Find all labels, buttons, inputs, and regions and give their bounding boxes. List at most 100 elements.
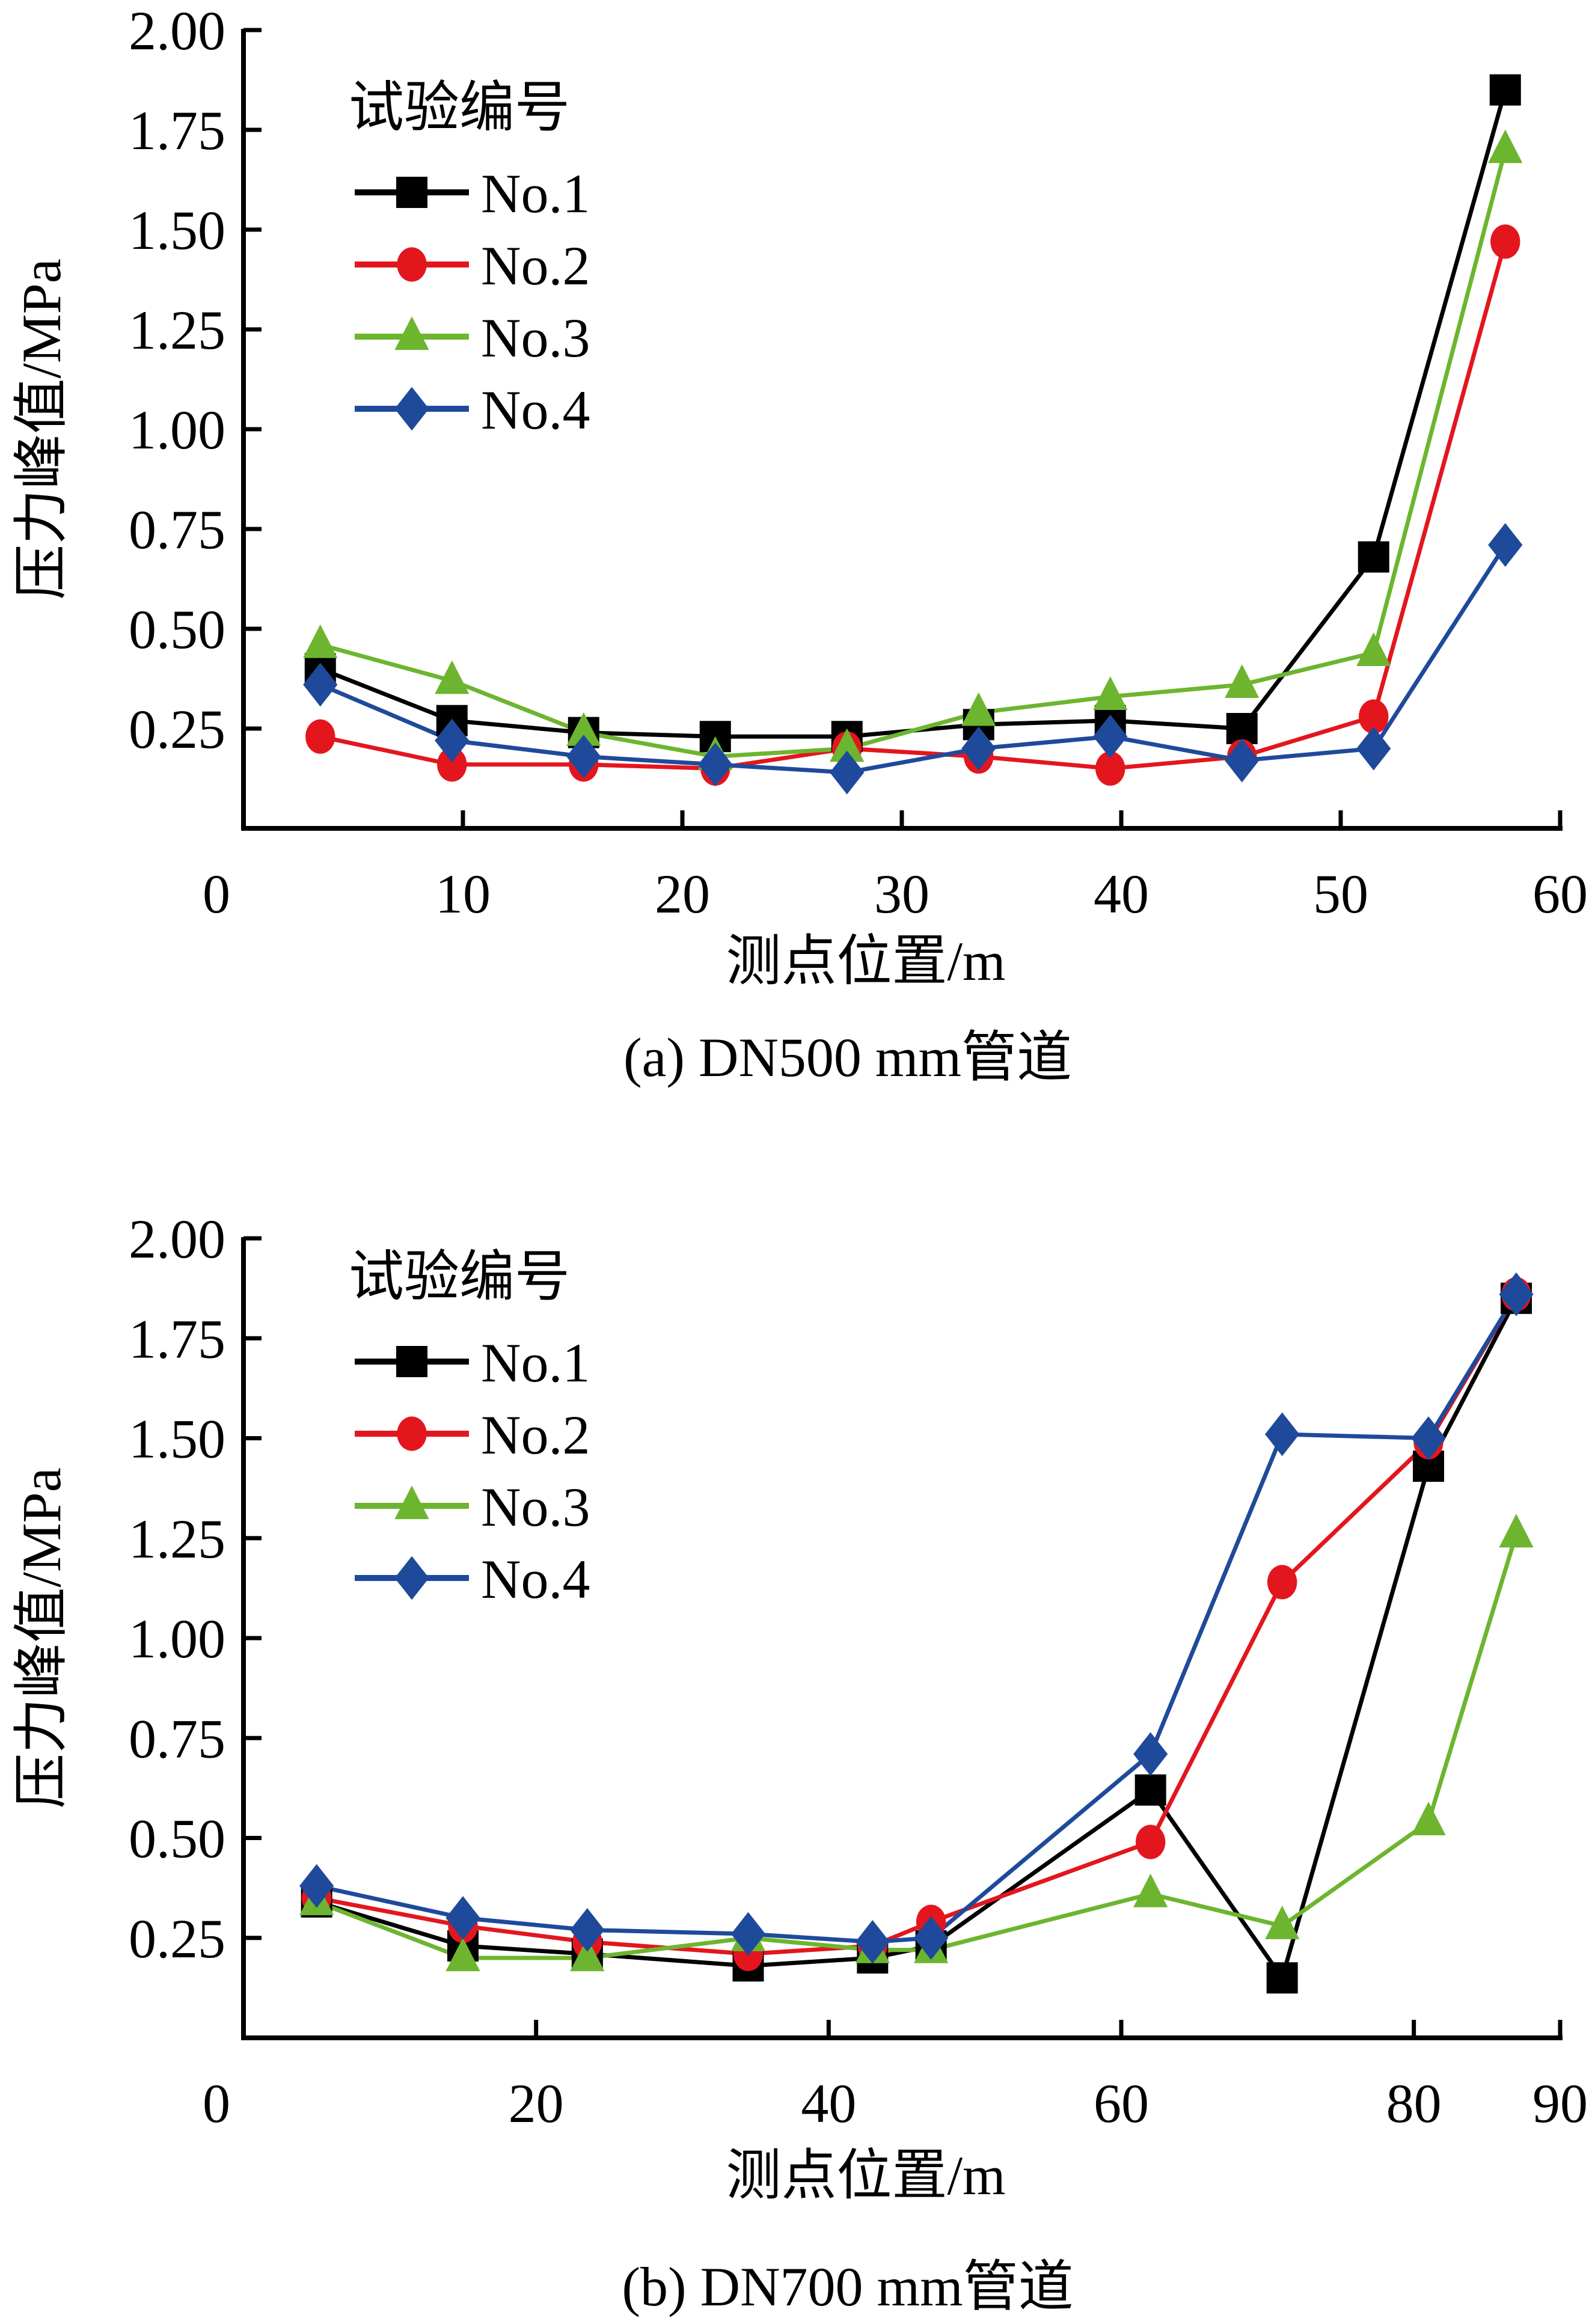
chart-a-x-tick-label: 50 xyxy=(1313,863,1368,925)
chart-b-point-no4 xyxy=(855,1920,890,1964)
chart-b-point-no4 xyxy=(1411,1416,1446,1460)
chart-b-legend: 试验编号 No.1 No.2 No.3 No.4 xyxy=(349,1246,590,1610)
chart-b-point-no4 xyxy=(1265,1412,1300,1457)
chart-b-x-tick-label: 90 xyxy=(1532,2073,1588,2134)
chart-b-legend-label: No.3 xyxy=(481,1476,590,1538)
chart-a-point-no4 xyxy=(961,726,996,771)
chart-a-y-tick-label: 0.25 xyxy=(129,699,225,760)
chart-a-x-tick-label: 10 xyxy=(435,863,491,925)
chart-a-legend-label: No.1 xyxy=(481,163,590,224)
chart-a-y-tick-label: 1.75 xyxy=(129,100,225,161)
chart-a-legend-label: No.2 xyxy=(481,235,590,296)
chart-b-point-no4 xyxy=(445,1896,480,1940)
chart-b-y-tick-label: 2.00 xyxy=(129,1208,225,1270)
chart-a-point-no2 xyxy=(1359,699,1389,734)
chart-a-point-no4 xyxy=(566,735,601,778)
chart-a: 0.25 0.50 0.75 1.00 1.25 1.50 1.75 2.00 0 10 20 30 4… xyxy=(11,0,1588,1088)
chart-b-y-tick-label: 0.25 xyxy=(129,1908,225,1969)
chart-b-legend-label: No.2 xyxy=(481,1404,590,1466)
chart-a-point-no4 xyxy=(1225,738,1260,783)
chart-b-x-tick-label: 60 xyxy=(1094,2073,1149,2134)
chart-a-series-line-no2 xyxy=(320,240,1508,771)
chart-b-point-no3 xyxy=(1133,1873,1168,1907)
chart-b-y-axis-title: 压力峰值/MPa xyxy=(11,1467,72,1808)
chart-b-y-tick-label: 0.50 xyxy=(129,1808,225,1870)
chart-a-x-tick-label: 20 xyxy=(655,863,710,925)
chart-a-point-no3 xyxy=(1093,676,1128,710)
chart-a-legend-label: No.4 xyxy=(481,379,590,441)
chart-a-point-no3 xyxy=(1356,632,1391,666)
chart-b-series-line-no3 xyxy=(316,1534,1519,1960)
chart-a-point-no3 xyxy=(1225,664,1260,699)
chart-a-y-axis-title: 压力峰值/MPa xyxy=(11,258,72,599)
chart-b-x-tick-label: 40 xyxy=(801,2073,856,2134)
chart-b-y-tick-label: 1.50 xyxy=(129,1408,225,1470)
chart-b-legend-marker-icon xyxy=(396,1346,427,1377)
chart-a-x-tick-label: 0 xyxy=(203,863,230,925)
chart-a-legend-title: 试验编号 xyxy=(349,77,570,138)
chart-a-point-no4 xyxy=(698,742,733,787)
chart-b-point-no4 xyxy=(730,1912,766,1956)
chart-a-x-tick-label: 40 xyxy=(1094,863,1149,925)
chart-a-legend-marker-icon xyxy=(394,316,429,350)
chart-a-series-line-no3 xyxy=(319,149,1508,759)
chart-a-ticks: 0.25 0.50 0.75 1.00 1.25 1.50 1.75 2.00 0 10 20 30 4… xyxy=(129,0,1588,925)
chart-a-point-no2 xyxy=(437,747,467,782)
chart-a-legend-marker-icon xyxy=(394,387,429,431)
chart-b-series-line-no4 xyxy=(316,1293,1518,1944)
chart-a-point-no4 xyxy=(1093,714,1128,759)
chart-b-point-no4 xyxy=(1499,1272,1534,1316)
chart-a-legend: 试验编号 No.1 No.2 No.3 No.4 xyxy=(349,77,590,441)
chart-a-point-no3 xyxy=(830,728,865,762)
chart-b: 0.25 0.50 0.75 1.00 1.25 1.50 1.75 2.00 0 20 40 60 8… xyxy=(11,1208,1588,2317)
chart-a-caption: (a) DN500 mm管道 xyxy=(623,1027,1072,1088)
chart-b-series-line-no2 xyxy=(316,1293,1519,1956)
chart-b-point-no3 xyxy=(1265,1906,1300,1939)
chart-a-point-no3 xyxy=(1488,129,1523,164)
chart-b-x-tick-label: 20 xyxy=(509,2073,564,2134)
chart-a-y-tick-label: 1.00 xyxy=(129,399,225,460)
chart-b-y-tick-label: 1.25 xyxy=(129,1508,225,1570)
chart-b-point-no1 xyxy=(1134,1774,1166,1806)
chart-b-series-line-no1 xyxy=(316,1297,1519,1983)
chart-b-series xyxy=(299,1272,1534,1994)
chart-a-point-no3 xyxy=(961,692,996,726)
chart-b-point-no4 xyxy=(1133,1732,1168,1776)
chart-a-point-no4 xyxy=(1356,726,1391,771)
chart-a-point-no3 xyxy=(566,712,601,746)
chart-b-point-no4 xyxy=(299,1864,334,1908)
chart-b-y-tick-label: 1.00 xyxy=(129,1608,225,1669)
chart-b-x-tick-label: 0 xyxy=(203,2073,230,2134)
chart-b-point-no1 xyxy=(1266,1962,1298,1994)
chart-a-y-tick-label: 0.50 xyxy=(129,599,225,660)
chart-a-legend-label: No.3 xyxy=(481,307,590,368)
chart-a-point-no2 xyxy=(305,719,335,754)
chart-a-series xyxy=(303,74,1523,795)
chart-b-legend-label: No.1 xyxy=(481,1332,590,1393)
chart-a-point-no2 xyxy=(1490,224,1520,259)
chart-a-point-no3 xyxy=(435,660,470,694)
chart-b-point-no4 xyxy=(570,1908,605,1952)
chart-a-x-tick-label: 30 xyxy=(874,863,929,925)
chart-b-point-no3 xyxy=(570,1937,605,1972)
chart-a-y-tick-label: 0.75 xyxy=(129,499,225,560)
chart-b-legend-title: 试验编号 xyxy=(349,1246,570,1307)
chart-a-y-tick-label: 1.50 xyxy=(129,200,225,261)
chart-a-series-line-no4 xyxy=(319,543,1507,775)
chart-b-legend-marker-icon xyxy=(394,1556,429,1600)
chart-b-x-axis-title: 测点位置/m xyxy=(726,2145,1005,2206)
chart-a-point-no1 xyxy=(1358,541,1389,573)
chart-a-y-tick-label: 1.25 xyxy=(129,299,225,361)
chart-b-caption: (b) DN700 mm管道 xyxy=(622,2256,1073,2317)
chart-b-ticks: 0.25 0.50 0.75 1.00 1.25 1.50 1.75 2.00 0 20 40 60 8… xyxy=(129,1208,1588,2134)
chart-b-point-no3 xyxy=(445,1937,480,1972)
chart-a-point-no1 xyxy=(1489,74,1521,106)
chart-b-point-no4 xyxy=(914,1916,949,1960)
chart-a-x-tick-label: 60 xyxy=(1532,863,1588,925)
chart-b-y-tick-label: 0.75 xyxy=(129,1708,225,1769)
chart-a-x-axis-title: 测点位置/m xyxy=(726,931,1005,992)
chart-a-point-no4 xyxy=(303,662,338,707)
chart-b-legend-label: No.4 xyxy=(481,1549,590,1610)
chart-b-legend-marker-icon xyxy=(394,1485,429,1520)
